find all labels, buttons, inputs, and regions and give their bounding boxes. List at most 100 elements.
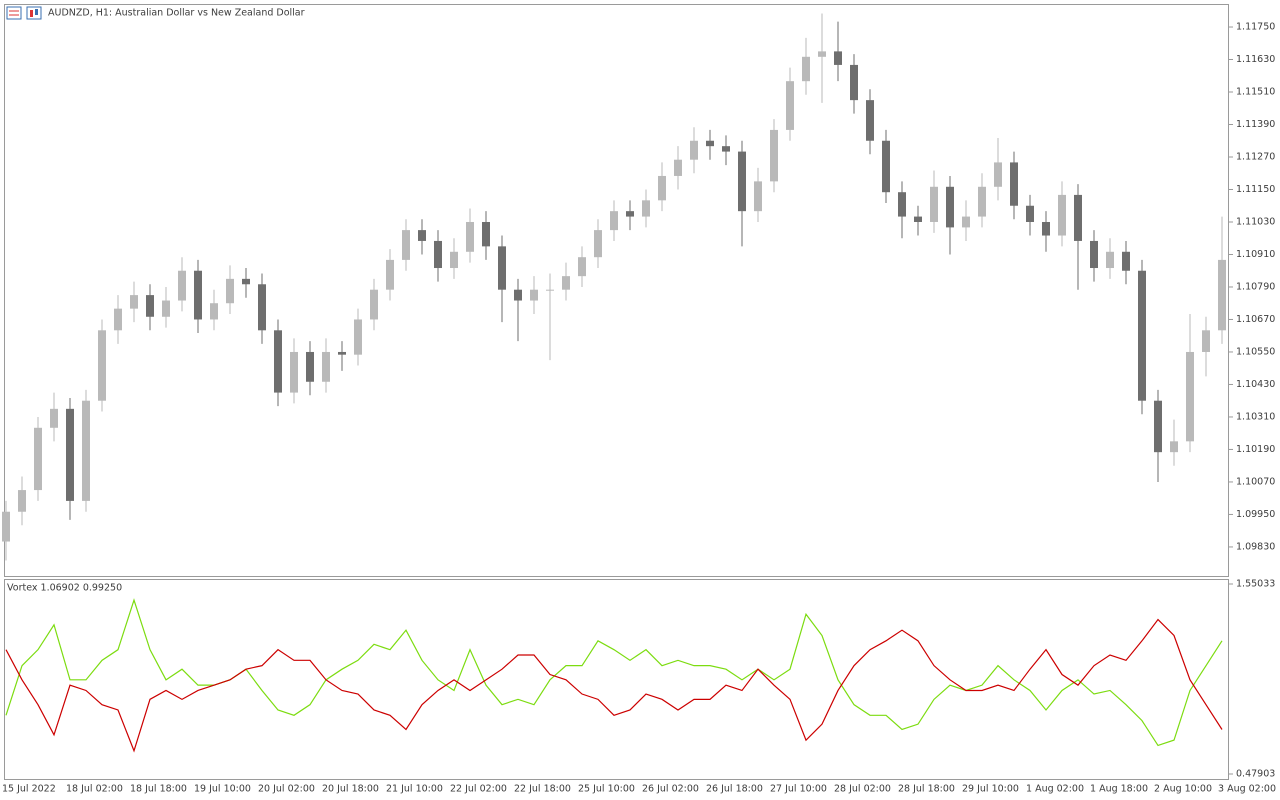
candle-body <box>594 230 602 258</box>
x-tick-label: 27 Jul 10:00 <box>770 784 827 795</box>
candle-body <box>450 251 458 269</box>
y-tick-label: 1.11750 <box>1236 22 1275 33</box>
candle-body <box>466 221 474 252</box>
indicator-title: Vortex 1.06902 0.99250 <box>7 583 122 594</box>
y-tick-label: 1.10670 <box>1236 314 1275 325</box>
candle-body <box>290 351 298 393</box>
y-tick-label: 1.10070 <box>1236 476 1275 487</box>
candle-body <box>754 181 762 212</box>
candle-body <box>738 151 746 212</box>
candle-body <box>1170 441 1178 453</box>
y-tick-label: 1.10190 <box>1236 444 1275 455</box>
y-tick-label: 1.09830 <box>1236 541 1275 552</box>
chart-icons <box>6 6 42 20</box>
candle-body <box>626 211 634 217</box>
candle-body <box>962 216 970 228</box>
candle-body <box>674 159 682 176</box>
x-tick-label: 22 Jul 02:00 <box>450 784 507 795</box>
candle-body <box>1090 240 1098 269</box>
candle-body <box>130 295 138 309</box>
candle-body <box>690 140 698 160</box>
candle-body <box>546 289 554 291</box>
icon <box>26 6 42 20</box>
candle-body <box>322 351 330 382</box>
x-tick-label: 28 Jul 18:00 <box>898 784 955 795</box>
x-tick-label: 1 Aug 18:00 <box>1090 784 1148 795</box>
y-tick-label: 1.10430 <box>1236 379 1275 390</box>
indicator-panel-frame <box>4 579 1229 780</box>
candle-body <box>482 221 490 247</box>
candle-body <box>2 511 10 542</box>
x-tick-label: 20 Jul 18:00 <box>322 784 379 795</box>
icon <box>30 10 33 17</box>
candle-body <box>242 278 250 285</box>
y-tick-label: 1.10550 <box>1236 346 1275 357</box>
candle-body <box>98 330 106 401</box>
candle-body <box>914 216 922 222</box>
candle-body <box>930 186 938 222</box>
candle-body <box>178 270 186 301</box>
candle-body <box>802 56 810 82</box>
candle-body <box>162 300 170 317</box>
candle-body <box>434 240 442 269</box>
y-tick-label: 0.47903 <box>1236 769 1275 780</box>
candle-body <box>658 175 666 201</box>
candle-body <box>386 259 394 290</box>
candle-body <box>610 211 618 231</box>
candle-body <box>786 81 794 130</box>
x-tick-label: 20 Jul 02:00 <box>258 784 315 795</box>
candle-body <box>1010 162 1018 206</box>
candle-body <box>402 230 410 260</box>
y-tick-label: 1.10310 <box>1236 411 1275 422</box>
x-tick-label: 25 Jul 10:00 <box>578 784 635 795</box>
x-tick-label: 19 Jul 10:00 <box>194 784 251 795</box>
x-tick-label: 2 Aug 10:00 <box>1154 784 1212 795</box>
candle-body <box>258 284 266 331</box>
candle-body <box>18 490 26 512</box>
candle-body <box>1058 194 1066 236</box>
candle-body <box>882 140 890 193</box>
candle-body <box>66 408 74 501</box>
chart-title: AUDNZD, H1: Australian Dollar vs New Zea… <box>48 8 305 19</box>
x-tick-label: 15 Jul 2022 <box>2 784 56 795</box>
y-tick-label: 1.10910 <box>1236 249 1275 260</box>
y-tick-label: 1.11630 <box>1236 54 1275 65</box>
x-tick-label: 18 Jul 02:00 <box>66 784 123 795</box>
candle-body <box>34 427 42 491</box>
candle-body <box>370 289 378 320</box>
main-panel-frame <box>4 4 1229 577</box>
candle-body <box>226 278 234 304</box>
candle-body <box>994 162 1002 187</box>
candle-body <box>50 408 58 428</box>
candle-body <box>194 270 202 320</box>
candle-body <box>946 186 954 228</box>
candle-body <box>1154 400 1162 453</box>
candle-body <box>1074 194 1082 241</box>
candle-body <box>1106 251 1114 269</box>
y-tick-label: 1.11030 <box>1236 216 1275 227</box>
vortex-line <box>5 618 1223 753</box>
candle-body <box>578 257 586 277</box>
x-tick-label: 18 Jul 18:00 <box>130 784 187 795</box>
candle-body <box>1122 251 1130 271</box>
candle-body <box>210 303 218 320</box>
candle-body <box>1218 259 1226 331</box>
candle-body <box>642 200 650 217</box>
candle-body <box>1138 270 1146 401</box>
candle-body <box>418 230 426 241</box>
candle-body <box>898 192 906 217</box>
y-tick-label: 1.11270 <box>1236 151 1275 162</box>
y-tick-label: 1.11390 <box>1236 119 1275 130</box>
candle-body <box>306 351 314 382</box>
y-tick-label: 1.09950 <box>1236 509 1275 520</box>
candle-body <box>706 140 714 147</box>
x-tick-label: 21 Jul 10:00 <box>386 784 443 795</box>
candle-body <box>770 129 778 182</box>
x-tick-label: 28 Jul 02:00 <box>834 784 891 795</box>
vortex-line <box>5 598 1223 747</box>
icon <box>35 9 38 15</box>
x-tick-label: 1 Aug 02:00 <box>1026 784 1084 795</box>
y-tick-label: 1.55033 <box>1236 579 1275 590</box>
y-tick-label: 1.11150 <box>1236 184 1275 195</box>
